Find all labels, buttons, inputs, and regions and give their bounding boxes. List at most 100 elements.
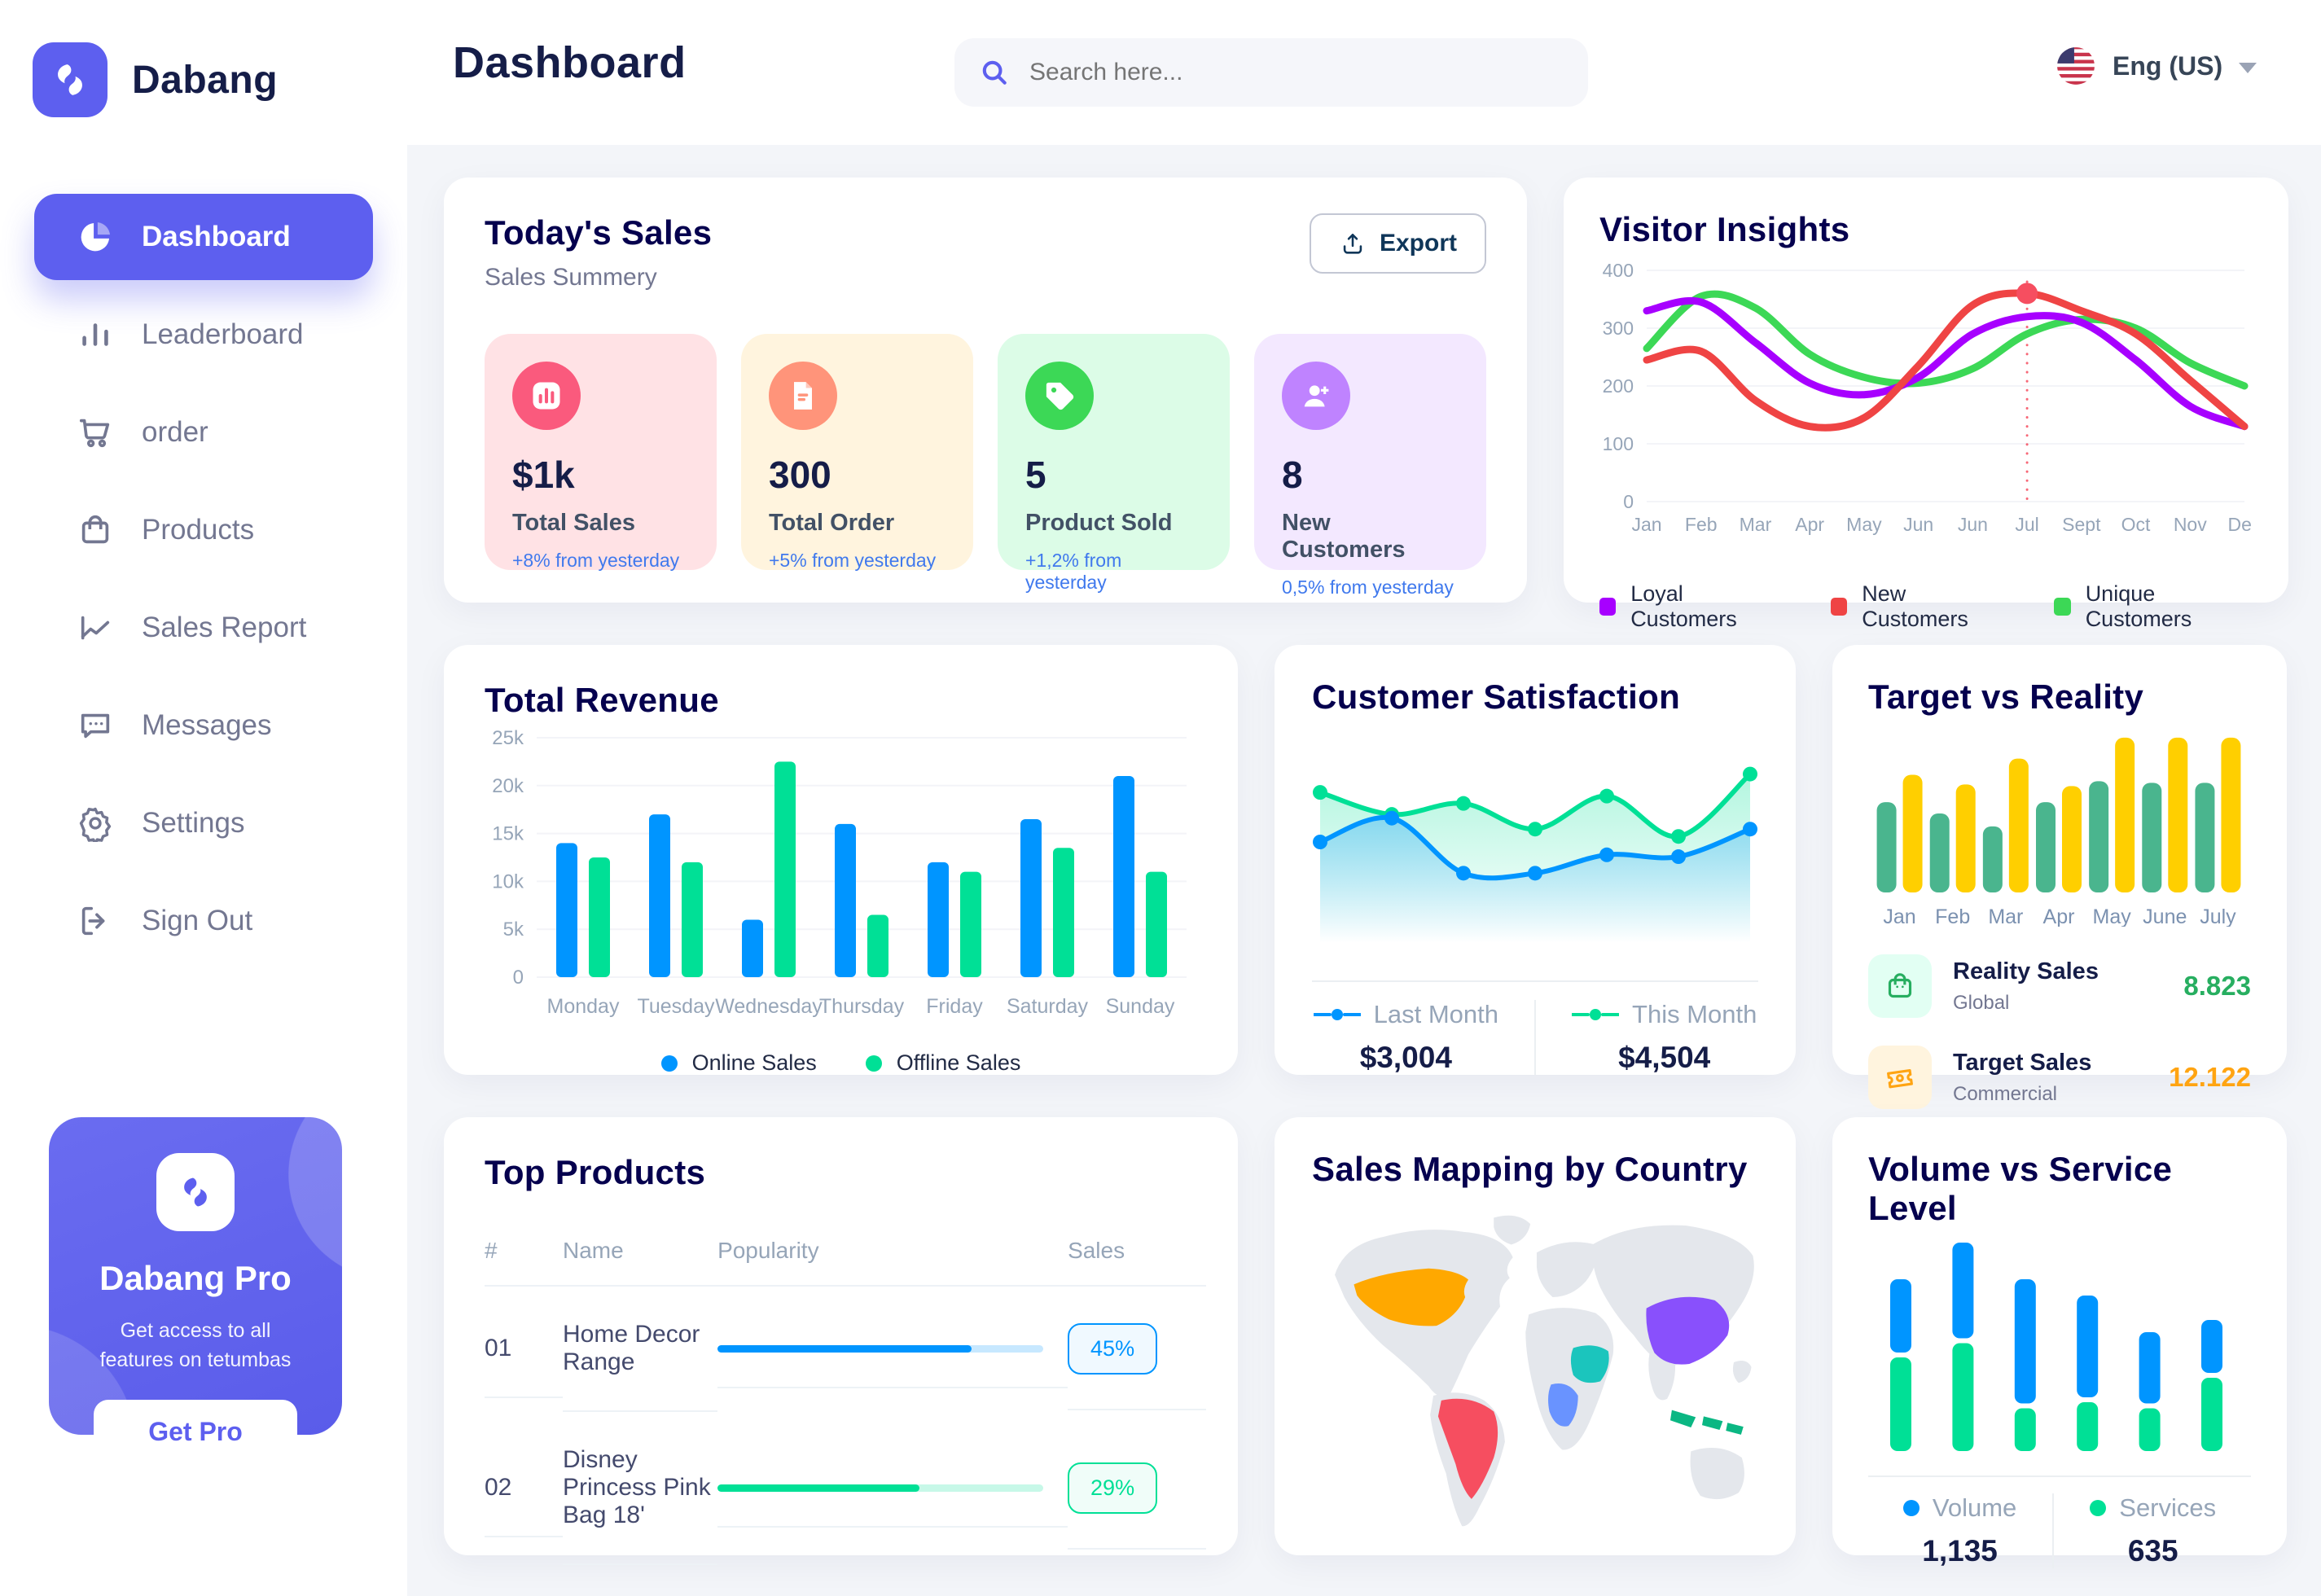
sidebar-item-label: order — [142, 416, 208, 448]
country-saudi-arabia — [1570, 1345, 1609, 1383]
legend-value: $3,004 — [1359, 1041, 1452, 1074]
stat-card-product-sold: 5 Product Sold +1,2% from yesterday — [998, 334, 1230, 593]
popularity-bar — [717, 1311, 1068, 1388]
stat-card-total-order: 300 Total Order +5% from yesterday — [741, 334, 973, 571]
sales-mapping-title: Sales Mapping by Country — [1312, 1150, 1748, 1188]
svg-text:Thursday: Thursday — [819, 995, 905, 1018]
sidebar-item-label: Dashboard — [142, 221, 291, 252]
ticket-icon — [1868, 1046, 1932, 1109]
svg-text:July: July — [2200, 905, 2236, 927]
customer-satisfaction-legend: Last Month $3,004 This Month $4,504 — [1312, 1000, 1758, 1075]
top-products-title: Top Products — [485, 1153, 706, 1191]
sidebar-item-products[interactable]: Products — [34, 487, 373, 573]
stat-delta: +5% from yesterday — [769, 550, 937, 571]
svg-text:300: 300 — [1603, 318, 1634, 339]
cart-icon — [77, 414, 114, 451]
visitor-insights-card: Visitor Insights 0 100 200 300 400 Jan Feb Mar A… — [1564, 178, 2288, 631]
sidebar-item-order[interactable]: order — [34, 389, 373, 476]
sidebar-item-label: Products — [142, 514, 255, 546]
customer-satisfaction-chart — [1313, 766, 1757, 943]
target-vs-reality-chart: Jan Feb Mar Apr May June July — [1876, 737, 2241, 927]
top-header: Dashboard Eng (US) Musfiq Admin — [407, 0, 2321, 145]
search-bar[interactable] — [954, 38, 1588, 107]
target-vs-reality-card: Target vs Reality Jan Feb Mar Apr May June Jul… — [1832, 645, 2287, 1109]
stat-delta: +8% from yesterday — [512, 550, 680, 571]
legend-swatch-icon — [1831, 598, 1848, 616]
country-brazil — [1437, 1398, 1498, 1499]
search-input[interactable] — [1028, 58, 1564, 87]
language-label: Eng (US) — [2113, 50, 2223, 81]
bag-solid-icon — [1868, 954, 1932, 1018]
svg-text:Jun: Jun — [1958, 514, 1988, 535]
target-vs-reality-title: Target vs Reality — [1868, 677, 2144, 716]
pro-card-title: Dabang Pro — [99, 1259, 292, 1297]
sidebar-item-dashboard[interactable]: Dashboard — [34, 194, 373, 280]
svg-text:Sunday: Sunday — [1106, 995, 1175, 1018]
svg-text:Saturday: Saturday — [1007, 995, 1089, 1018]
country-dr-congo — [1548, 1383, 1578, 1427]
svg-text:Apr: Apr — [1795, 514, 1824, 535]
target-vs-reality-summary: Reality Sales Global 8.823 Target Sales Comm… — [1868, 954, 2251, 1109]
sidebar-item-label: Sign Out — [142, 905, 253, 936]
sidebar-item-settings[interactable]: Settings — [34, 780, 373, 866]
sidebar-item-sign-out[interactable]: Sign Out — [34, 878, 373, 964]
sales-badge-cell: 45% — [1068, 1289, 1207, 1410]
country-united-states — [1354, 1268, 1468, 1326]
legend-dot-icon — [660, 1054, 678, 1072]
get-pro-button[interactable]: Get Pro — [94, 1399, 297, 1462]
volume-service-legend: Volume 1,135 Services 635 — [1868, 1493, 2251, 1568]
pro-card-subtitle: Get access to all features on tetumbas — [99, 1319, 292, 1372]
stat-card-new-customers: 8 New Customers 0,5% from yesterday — [1254, 334, 1486, 598]
legend-dot-icon — [865, 1054, 882, 1072]
product-name: Bathroom Essentials — [563, 1565, 717, 1596]
svg-text:Feb: Feb — [1685, 514, 1718, 535]
svg-text:15k: 15k — [492, 823, 524, 845]
svg-text:Mar: Mar — [1988, 905, 2023, 927]
svg-text:25k: 25k — [492, 727, 524, 749]
stat-value: 8 — [1282, 454, 1303, 496]
todays-sales-title: Today's Sales — [485, 213, 713, 252]
legend-value: $4,504 — [1618, 1041, 1711, 1074]
legend-item: Unique Customers — [2054, 581, 2253, 632]
sidebar-item-leaderboard[interactable]: Leaderboard — [34, 292, 373, 378]
dabang-pro-logo-icon — [156, 1153, 235, 1231]
sidebar-item-label: Leaderboard — [142, 318, 304, 350]
line-dot-icon — [1313, 1007, 1361, 1022]
svg-text:Tuesday: Tuesday — [638, 995, 715, 1018]
svg-text:5k: 5k — [503, 919, 524, 940]
bag-icon — [77, 511, 114, 549]
svg-text:June: June — [2143, 905, 2187, 927]
stat-value: 300 — [769, 454, 831, 496]
product-rank: 03 — [485, 1579, 563, 1596]
svg-text:Feb: Feb — [1935, 905, 1970, 927]
export-button[interactable]: Export — [1309, 213, 1486, 274]
sidebar-item-messages[interactable]: Messages — [34, 682, 373, 769]
svg-text:Jul: Jul — [2015, 514, 2038, 535]
stat-label: Total Order — [769, 510, 895, 536]
sidebar-item-label: Settings — [142, 807, 245, 839]
popularity-bar — [717, 1450, 1068, 1528]
stat-delta: 0,5% from yesterday — [1282, 577, 1454, 598]
svg-text:Apr: Apr — [2043, 905, 2075, 927]
top-products-card: Top Products # Name Popularity Sales 01 Home … — [444, 1117, 1238, 1565]
chart-icon — [512, 362, 581, 430]
sidebar: Dabang Dashboard Leaderboard order Products… — [0, 0, 407, 1596]
stat-value: 5 — [1025, 454, 1046, 496]
popularity-bar — [717, 1589, 1068, 1596]
sales-badge: 45% — [1068, 1322, 1158, 1375]
svg-text:10k: 10k — [492, 870, 524, 892]
pro-upgrade-card: Dabang Pro Get access to all features on… — [49, 1117, 342, 1462]
svg-text:Jun: Jun — [1903, 514, 1933, 535]
divider — [1868, 1475, 2251, 1477]
sidebar-item-sales-report[interactable]: Sales Report — [34, 585, 373, 671]
country-indonesia — [1726, 1423, 1744, 1435]
svg-text:Monday: Monday — [547, 995, 620, 1018]
language-selector[interactable]: Eng (US) — [2056, 46, 2257, 86]
message-icon — [77, 707, 114, 744]
product-rank: 02 — [485, 1440, 563, 1537]
visitor-insights-title: Visitor Insights — [1599, 210, 1850, 248]
svg-text:Wednesday: Wednesday — [715, 995, 823, 1018]
stat-label: Product Sold — [1025, 510, 1173, 536]
customer-satisfaction-title: Customer Satisfaction — [1312, 677, 1681, 716]
column-header: Name — [563, 1217, 718, 1287]
